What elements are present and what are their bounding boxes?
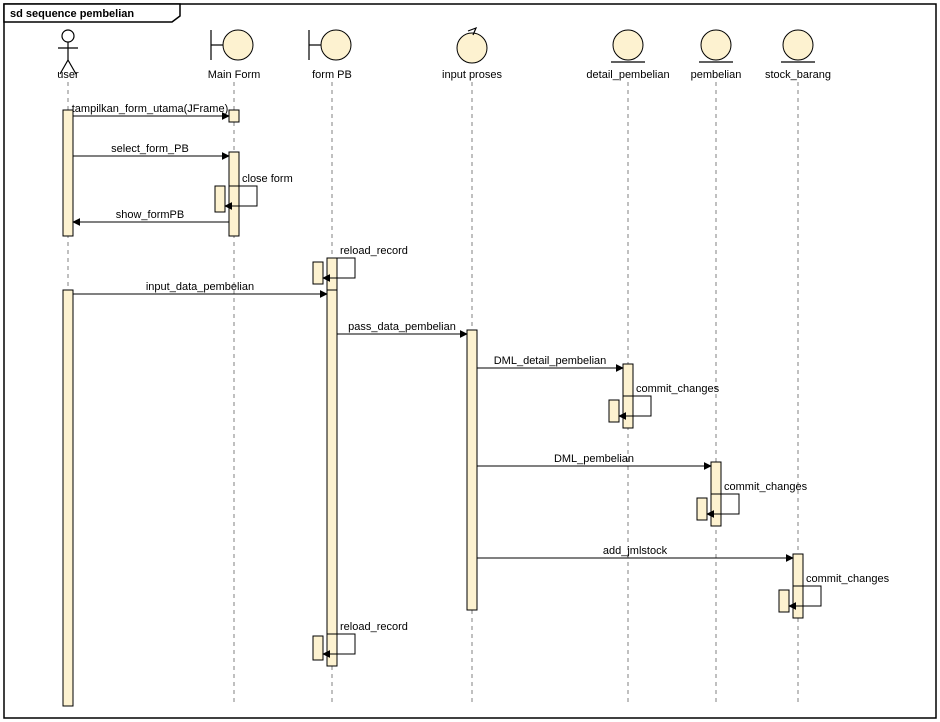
lifeline-pembelian xyxy=(699,30,733,62)
lifeline-label-input_proses: input proses xyxy=(442,69,502,81)
activation-bar xyxy=(63,110,73,236)
lifeline-detail_pembelian xyxy=(611,30,645,62)
activation-bar xyxy=(229,110,239,122)
lifeline-label-user: user xyxy=(57,69,79,81)
activation-bar xyxy=(313,636,323,660)
activation-bar xyxy=(327,290,337,666)
activation-bar xyxy=(313,262,323,284)
lifeline-main_form xyxy=(211,30,253,60)
lifeline-label-detail_pembelian: detail_pembelian xyxy=(586,69,669,81)
activation-bar xyxy=(215,186,225,212)
message-label: add_jmlstock xyxy=(603,545,668,557)
lifeline-label-main_form: Main Form xyxy=(208,69,261,81)
activation-bar xyxy=(609,400,619,422)
message-label: select_form_PB xyxy=(111,143,189,155)
message-label: commit_changes xyxy=(806,573,890,585)
message-label: show_formPB xyxy=(116,209,184,221)
lifeline-form_pb xyxy=(309,30,351,60)
activation-bar xyxy=(63,290,73,706)
message-label: reload_record xyxy=(340,621,408,633)
activation-bar xyxy=(697,498,707,520)
lifeline-user xyxy=(58,30,78,74)
message-label: close form xyxy=(242,173,293,185)
activation-bar xyxy=(327,258,337,290)
message-label: DML_detail_pembelian xyxy=(494,355,607,367)
sequence-diagram: sd sequence pembelian user Main Form form P… xyxy=(0,0,940,722)
message-label: reload_record xyxy=(340,245,408,257)
message-label: tampilkan_form_utama(JFrame) xyxy=(72,103,229,115)
lifeline-input_proses xyxy=(457,28,487,63)
activation-bar xyxy=(467,330,477,610)
message-label: pass_data_pembelian xyxy=(348,321,456,333)
message-label: input_data_pembelian xyxy=(146,281,254,293)
diagram-title: sd sequence pembelian xyxy=(10,8,134,20)
message-label: commit_changes xyxy=(636,383,720,395)
activation-bar xyxy=(779,590,789,612)
lifeline-label-form_pb: form PB xyxy=(312,69,352,81)
message-label: DML_pembelian xyxy=(554,453,634,465)
activation-bar xyxy=(229,152,239,236)
message-label: commit_changes xyxy=(724,481,808,493)
lifeline-label-stock_barang: stock_barang xyxy=(765,69,831,81)
lifeline-label-pembelian: pembelian xyxy=(691,69,742,81)
lifeline-stock_barang xyxy=(781,30,815,62)
